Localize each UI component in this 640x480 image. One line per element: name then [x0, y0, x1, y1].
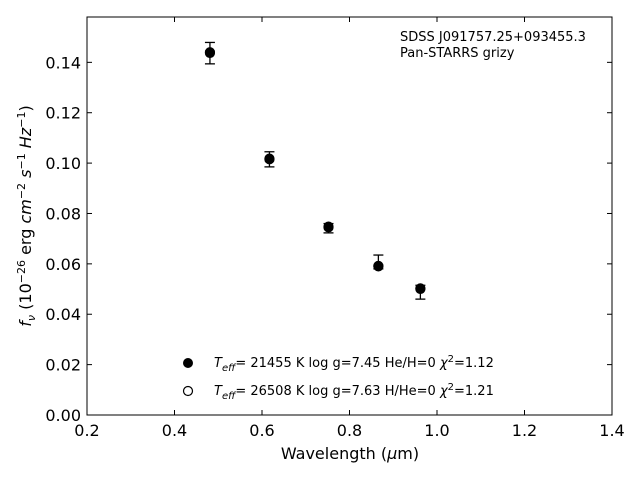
data-markers — [204, 47, 426, 295]
axis-ticks: 0.2 0.4 0.6 0.8 1.0 1.2 1.4 0.00 0.02 0.04 0.06 0.0… — [45, 17, 625, 440]
legend-entry-2: Teff= 26508 K log g=7.63 H/He=0 χ2=1.21 — [214, 382, 494, 402]
legend-marker-filled — [183, 358, 193, 368]
x-tick-label: 0.6 — [249, 421, 274, 440]
model-point-open — [373, 260, 384, 271]
x-axis-label: Wavelength (μm) — [281, 444, 419, 463]
y-tick-label: 0.14 — [45, 53, 81, 72]
annotation-survey: Pan-STARRS grizy — [400, 46, 515, 61]
x-tick-label: 0.2 — [74, 421, 99, 440]
x-tick-label: 1.0 — [424, 421, 449, 440]
legend-marker-open — [182, 385, 194, 397]
legend: Teff= 21455 K log g=7.45 He/H=0 χ2=1.12 … — [182, 354, 494, 402]
y-tick-label: 0.08 — [45, 204, 81, 223]
x-tick-label: 0.8 — [337, 421, 362, 440]
y-tick-label: 0.12 — [45, 104, 81, 123]
y-axis-label: fν (10−26 erg cm−2 s−1 Hz−1) — [15, 105, 38, 326]
y-tick-label: 0.00 — [45, 406, 81, 425]
x-tick-label: 1.4 — [599, 421, 624, 440]
plot-area — [86, 16, 613, 416]
legend-entry-1: Teff= 21455 K log g=7.45 He/H=0 χ2=1.12 — [214, 354, 494, 374]
x-tick-label: 0.4 — [162, 421, 187, 440]
y-tick-label: 0.04 — [45, 305, 81, 324]
y-tick-label: 0.02 — [45, 356, 81, 375]
model-point-open — [415, 283, 426, 294]
y-tick-label: 0.10 — [45, 154, 81, 173]
model-point-open — [264, 153, 275, 164]
model-point-open — [323, 221, 334, 232]
annotation-object: SDSS J091757.25+093455.3 — [400, 30, 586, 45]
y-tick-label: 0.06 — [45, 255, 81, 274]
model-point-open — [204, 47, 216, 58]
x-tick-label: 1.2 — [512, 421, 537, 440]
